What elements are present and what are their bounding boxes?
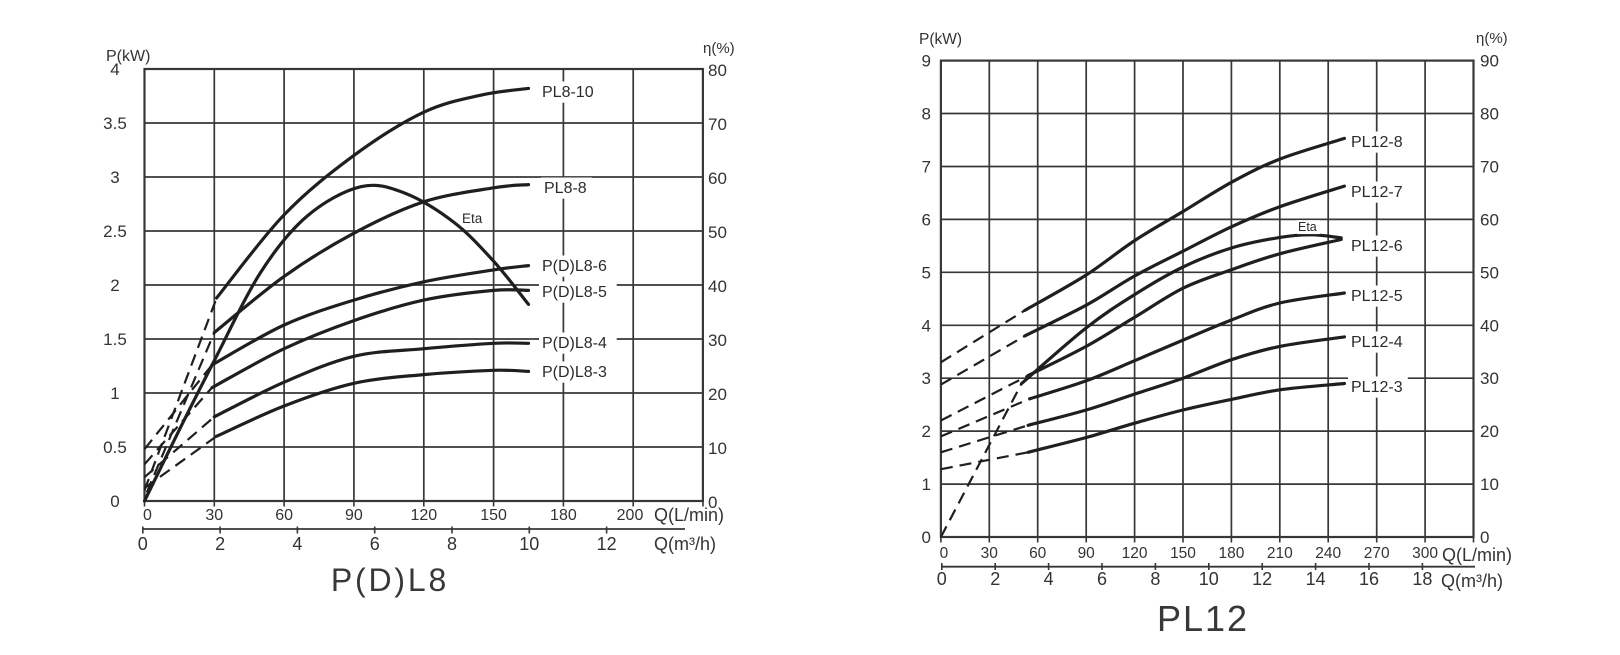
svg-text:120: 120: [410, 507, 437, 524]
svg-text:4: 4: [1044, 569, 1054, 589]
svg-text:Eta: Eta: [462, 211, 483, 226]
svg-text:6: 6: [922, 210, 931, 229]
svg-text:50: 50: [708, 223, 727, 242]
svg-text:P(D)L8-5: P(D)L8-5: [542, 284, 607, 301]
svg-text:P(D)L8: P(D)L8: [331, 562, 449, 598]
svg-text:200: 200: [617, 507, 644, 524]
svg-text:60: 60: [708, 169, 727, 188]
svg-text:P(D)L8-6: P(D)L8-6: [542, 258, 607, 275]
svg-text:6: 6: [370, 534, 380, 554]
svg-text:8: 8: [922, 105, 931, 124]
svg-text:P(kW): P(kW): [919, 31, 962, 48]
svg-text:2: 2: [990, 569, 1000, 589]
svg-text:Eta: Eta: [1298, 220, 1317, 234]
svg-text:0: 0: [138, 534, 148, 554]
svg-text:90: 90: [1078, 545, 1096, 562]
svg-text:2: 2: [922, 422, 931, 441]
svg-text:1.5: 1.5: [103, 330, 127, 349]
svg-text:PL8-10: PL8-10: [542, 84, 594, 101]
svg-text:10: 10: [1480, 475, 1499, 494]
svg-text:PL12-8: PL12-8: [1351, 134, 1403, 151]
svg-text:Q(L/min): Q(L/min): [654, 505, 724, 525]
svg-text:80: 80: [708, 61, 727, 80]
svg-text:η(%): η(%): [703, 40, 735, 57]
svg-text:30: 30: [981, 545, 999, 562]
svg-text:4: 4: [292, 534, 302, 554]
svg-text:70: 70: [708, 115, 727, 134]
svg-text:P(D)L8-3: P(D)L8-3: [542, 364, 607, 381]
svg-text:240: 240: [1315, 545, 1341, 562]
svg-text:Q(L/min): Q(L/min): [1442, 545, 1512, 565]
svg-text:50: 50: [1480, 263, 1499, 282]
svg-text:PL12-3: PL12-3: [1351, 379, 1403, 396]
svg-text:0: 0: [922, 528, 931, 547]
svg-text:2: 2: [110, 276, 119, 295]
svg-text:16: 16: [1359, 569, 1379, 589]
svg-text:14: 14: [1306, 569, 1326, 589]
svg-text:3.5: 3.5: [103, 114, 127, 133]
svg-text:PL12-5: PL12-5: [1351, 288, 1403, 305]
svg-text:70: 70: [1480, 158, 1499, 177]
svg-text:η(%): η(%): [1476, 30, 1508, 47]
svg-text:PL12: PL12: [1157, 598, 1249, 639]
svg-text:0: 0: [1480, 528, 1489, 547]
svg-text:PL8-8: PL8-8: [544, 180, 587, 197]
svg-text:Q(m³/h): Q(m³/h): [1441, 571, 1503, 591]
svg-text:60: 60: [1480, 210, 1499, 229]
svg-text:40: 40: [1480, 316, 1499, 335]
svg-text:5: 5: [922, 263, 931, 282]
svg-text:180: 180: [550, 507, 577, 524]
svg-text:90: 90: [345, 507, 363, 524]
svg-text:20: 20: [1480, 422, 1499, 441]
svg-text:Q(m³/h): Q(m³/h): [654, 534, 716, 554]
svg-text:4: 4: [922, 316, 931, 335]
svg-text:9: 9: [922, 52, 931, 71]
svg-text:0: 0: [940, 545, 949, 562]
svg-text:8: 8: [1150, 569, 1160, 589]
svg-text:270: 270: [1364, 545, 1390, 562]
svg-text:0: 0: [110, 492, 119, 511]
svg-text:2.5: 2.5: [103, 222, 127, 241]
svg-text:20: 20: [708, 385, 727, 404]
svg-text:3: 3: [110, 168, 119, 187]
svg-text:12: 12: [1252, 569, 1272, 589]
svg-text:18: 18: [1412, 569, 1432, 589]
svg-text:60: 60: [275, 507, 293, 524]
svg-text:180: 180: [1218, 545, 1244, 562]
svg-text:90: 90: [1480, 52, 1499, 71]
svg-text:3: 3: [922, 369, 931, 388]
svg-text:30: 30: [205, 507, 223, 524]
svg-text:30: 30: [1480, 369, 1499, 388]
svg-text:6: 6: [1097, 569, 1107, 589]
svg-text:120: 120: [1122, 545, 1148, 562]
svg-text:PL12-4: PL12-4: [1351, 334, 1403, 351]
svg-text:210: 210: [1267, 545, 1293, 562]
svg-text:7: 7: [922, 158, 931, 177]
svg-text:P(D)L8-4: P(D)L8-4: [542, 335, 607, 352]
svg-text:40: 40: [708, 277, 727, 296]
svg-text:80: 80: [1480, 105, 1499, 124]
svg-text:0: 0: [937, 569, 947, 589]
svg-text:8: 8: [447, 534, 457, 554]
svg-text:4: 4: [110, 60, 119, 79]
svg-text:60: 60: [1029, 545, 1047, 562]
svg-text:2: 2: [215, 534, 225, 554]
svg-text:12: 12: [597, 534, 617, 554]
svg-text:PL12-6: PL12-6: [1351, 238, 1403, 255]
svg-text:PL12-7: PL12-7: [1351, 184, 1403, 201]
svg-text:0: 0: [143, 507, 152, 524]
svg-text:300: 300: [1412, 545, 1438, 562]
svg-text:0: 0: [708, 493, 717, 512]
svg-text:10: 10: [519, 534, 539, 554]
svg-text:0.5: 0.5: [103, 438, 127, 457]
svg-text:150: 150: [1170, 545, 1196, 562]
svg-text:10: 10: [708, 439, 727, 458]
svg-text:30: 30: [708, 331, 727, 350]
svg-text:P(kW): P(kW): [106, 48, 150, 65]
svg-text:150: 150: [480, 507, 507, 524]
svg-text:10: 10: [1199, 569, 1219, 589]
svg-text:1: 1: [110, 384, 119, 403]
svg-text:1: 1: [922, 475, 931, 494]
